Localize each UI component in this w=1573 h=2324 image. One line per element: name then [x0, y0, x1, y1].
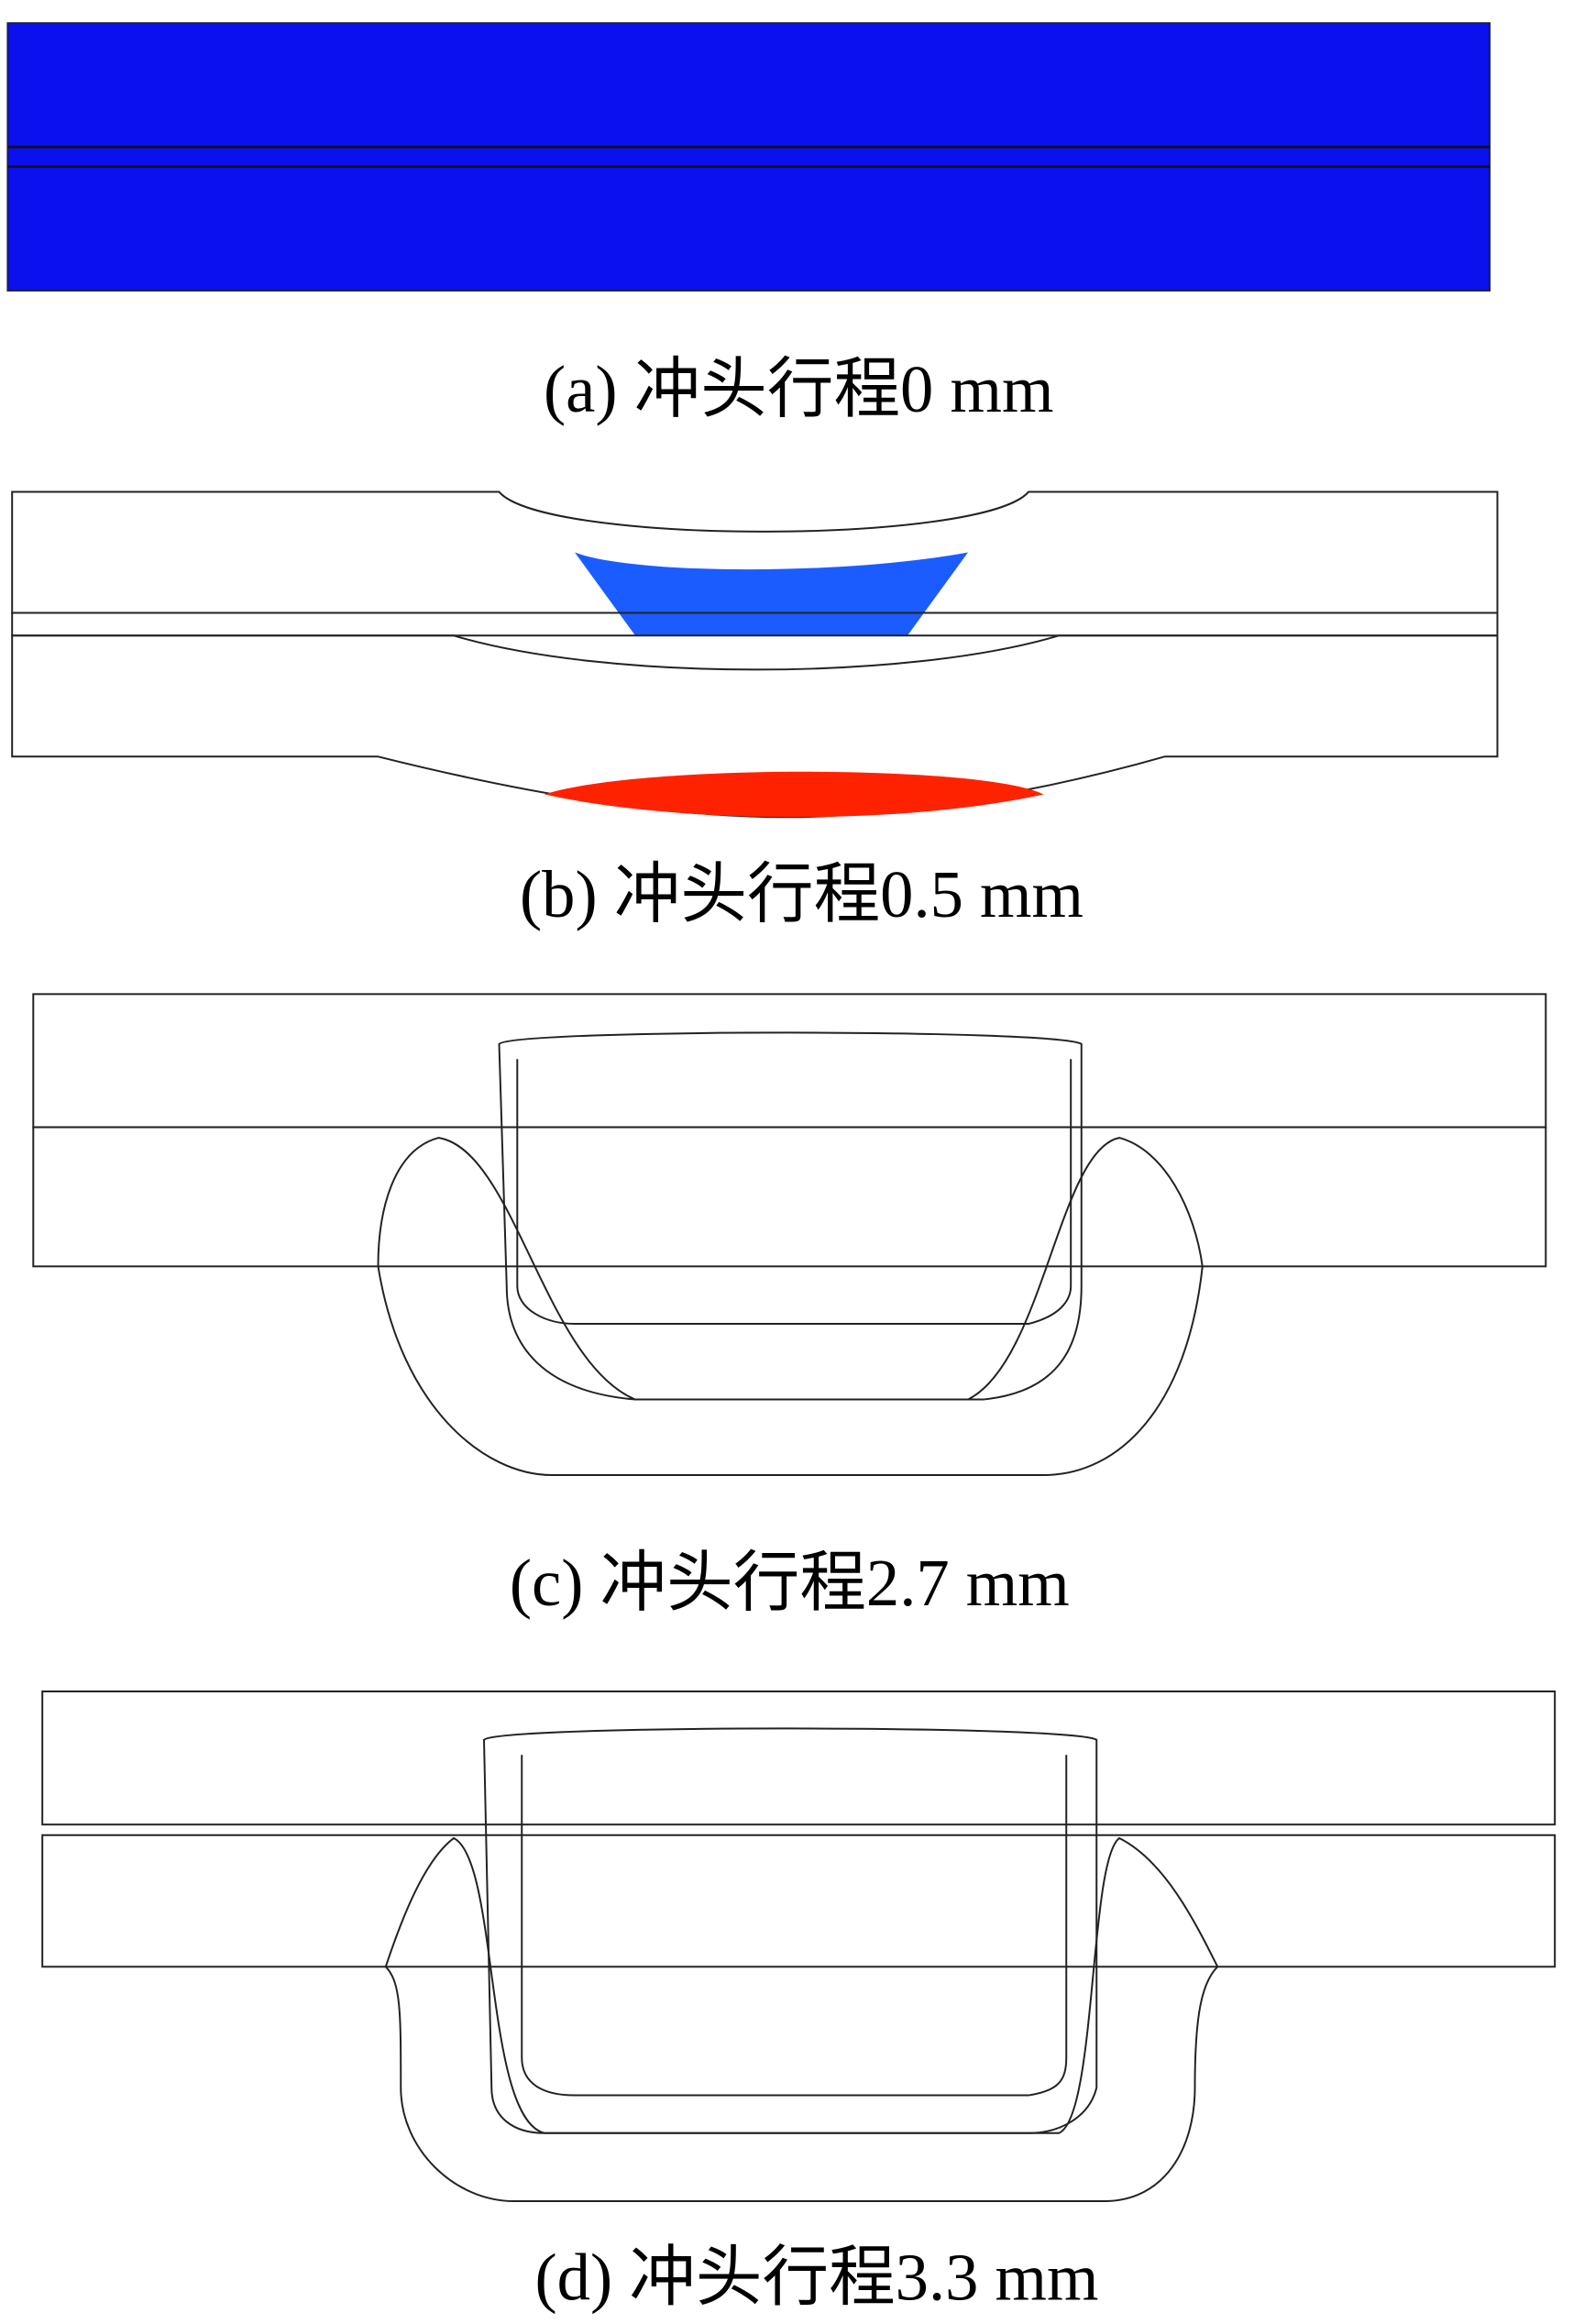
lower-sheet: [32, 1126, 1547, 1268]
panel-b: (b) 冲头行程0.5 mm: [11, 490, 1499, 931]
punch-outline: [516, 1059, 1072, 1326]
caption: (c) 冲头行程2.7 mm: [510, 1546, 1070, 1620]
lower-sheet: [41, 1834, 1556, 1968]
punch-zone: [575, 552, 968, 636]
panel-c: (c) 冲头行程2.7 mm: [32, 993, 1547, 1620]
cup-wall: [377, 1137, 1204, 1477]
cup-wall: [384, 1836, 1219, 2203]
punch-zone: [483, 1727, 1098, 2134]
panel-d: (d) 冲头行程3.3 mm: [41, 1691, 1556, 2314]
panel-a: (a) 冲头行程0 mm: [6, 22, 1491, 426]
caption: (d) 冲头行程3.3 mm: [535, 2240, 1099, 2314]
punch-outline: [521, 1755, 1068, 2097]
upper-sheet: [41, 1691, 1556, 1826]
sheet: [6, 22, 1491, 292]
caption: (b) 冲头行程0.5 mm: [520, 857, 1084, 931]
upper-sheet: [11, 490, 1499, 614]
upper-sheet: [32, 993, 1547, 1129]
caption: (a) 冲头行程0 mm: [544, 352, 1053, 426]
high-zone: [544, 771, 1044, 818]
punch-zone: [498, 1031, 1083, 1401]
